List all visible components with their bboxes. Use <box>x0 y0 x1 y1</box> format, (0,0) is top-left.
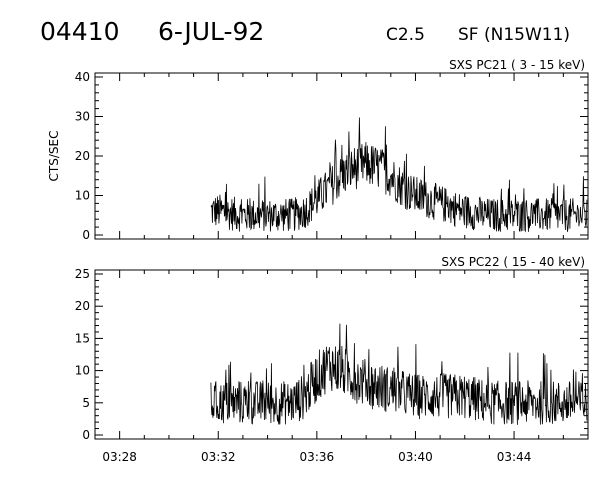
panel-pc21: SXS PC21 ( 3 - 15 keV) CTS/SEC 0 10 20 30 40 <box>47 58 589 242</box>
event-date: 6-JUL-92 <box>158 17 264 46</box>
series-line <box>210 117 588 233</box>
y-tick-label: 0 <box>82 228 90 242</box>
event-id: 04410 <box>40 17 120 46</box>
series-line <box>210 323 588 425</box>
x-tick-label: 03:28 <box>102 450 137 464</box>
y-tick-label: 30 <box>75 110 90 124</box>
y-tick-label: 0 <box>82 428 90 442</box>
y-tick-label: 20 <box>75 149 90 163</box>
panel-title: SXS PC22 ( 15 - 40 keV) <box>441 255 585 269</box>
y-tick-label: 15 <box>75 331 90 345</box>
y-axis-label: CTS/SEC <box>47 131 61 182</box>
flare-location: SF (N15W11) <box>458 25 570 45</box>
y-tick-label: 40 <box>75 70 90 84</box>
x-tick-label: 03:32 <box>201 450 236 464</box>
y-tick-label: 10 <box>75 364 90 378</box>
x-tick-label: 03:40 <box>398 450 433 464</box>
x-tick-label: 03:44 <box>497 450 532 464</box>
y-tick-label: 5 <box>82 396 90 410</box>
y-tick-label: 10 <box>75 189 90 203</box>
panel-title: SXS PC21 ( 3 - 15 keV) <box>449 58 585 72</box>
x-tick-label: 03:36 <box>300 450 335 464</box>
y-tick-label: 25 <box>75 267 90 281</box>
y-tick-label: 20 <box>75 299 90 313</box>
panel-pc22: SXS PC22 ( 15 - 40 keV) 0 5 10 15 20 25 03:28 03… <box>75 255 589 464</box>
goes-class: C2.5 <box>386 25 425 45</box>
